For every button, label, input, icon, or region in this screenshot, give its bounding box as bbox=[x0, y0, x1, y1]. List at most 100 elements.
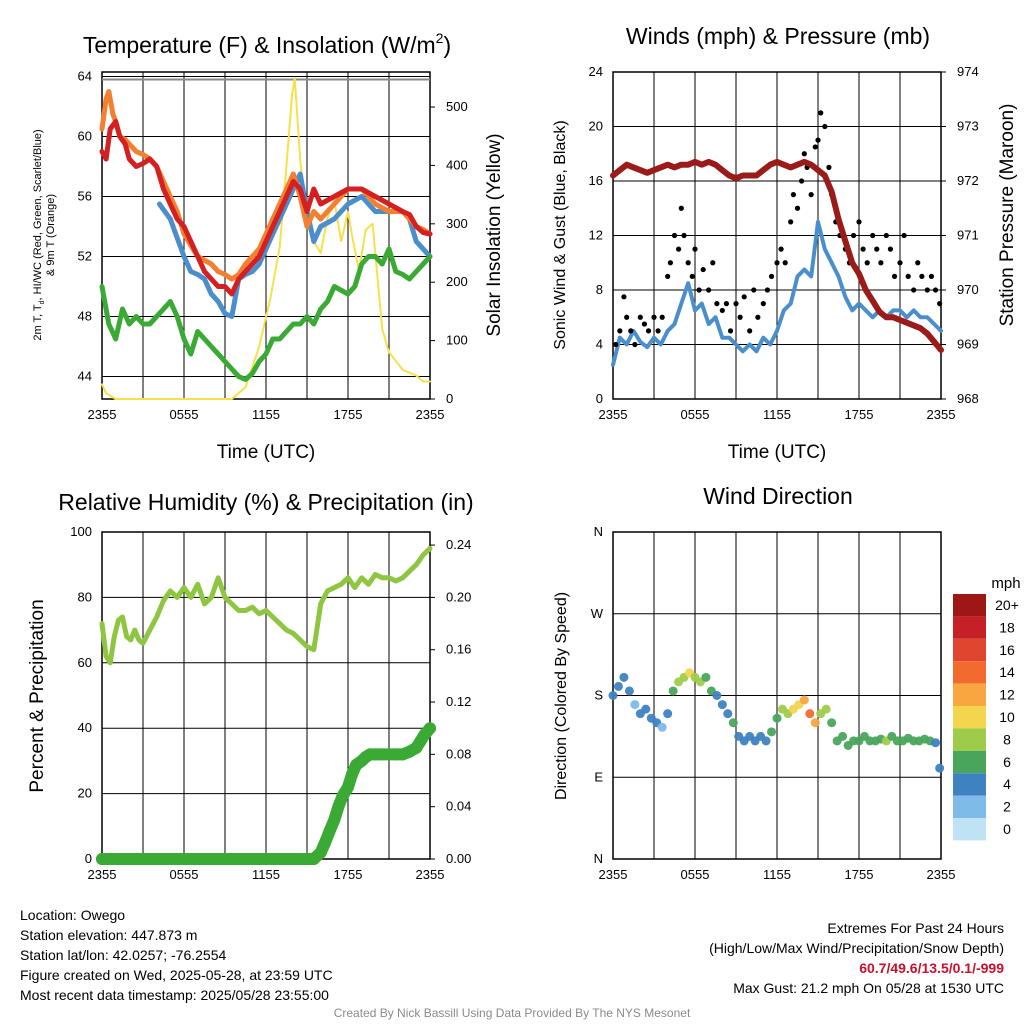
x-tick-label: 2355 bbox=[599, 867, 628, 882]
x-tick-label: 2355 bbox=[927, 407, 956, 422]
direction-point bbox=[619, 672, 629, 682]
gust-point bbox=[915, 260, 921, 266]
recent-timestamp: Most recent data timestamp: 2025/05/28 2… bbox=[20, 987, 329, 1003]
y2-tick-label: 400 bbox=[446, 157, 468, 172]
direction-ylabel: Direction (Colored By Speed) bbox=[553, 592, 570, 800]
extremes-title: Extremes For Past 24 Hours bbox=[827, 920, 1004, 936]
gust-point bbox=[818, 110, 824, 116]
direction-point bbox=[641, 704, 651, 714]
x-tick-label: 0555 bbox=[170, 407, 199, 422]
y2-tick-label: 0.00 bbox=[446, 851, 471, 866]
direction-point bbox=[712, 691, 722, 700]
gust-point bbox=[659, 314, 665, 320]
colorbar-swatch bbox=[953, 750, 986, 774]
y2-tick-label: 972 bbox=[957, 173, 979, 188]
gust-point bbox=[801, 151, 807, 157]
gust-point bbox=[799, 178, 805, 184]
x-tick-label: 1155 bbox=[252, 867, 280, 882]
direction-point bbox=[624, 686, 634, 696]
y-tick-label: W bbox=[591, 606, 604, 621]
temperature-panel: Temperature (F) & Insolation (W/m2) 2355… bbox=[32, 30, 505, 463]
direction-point bbox=[931, 738, 941, 748]
y2-tick-label: 0 bbox=[446, 391, 453, 406]
y-tick-label: 8 bbox=[596, 282, 603, 297]
direction-point bbox=[701, 672, 711, 682]
colorbar-swatch bbox=[953, 795, 986, 818]
y-tick-label: 20 bbox=[78, 786, 92, 801]
x-tick-label: 2355 bbox=[88, 867, 117, 882]
gust-point bbox=[645, 328, 652, 334]
y-tick-label: 60 bbox=[78, 129, 92, 144]
direction-point bbox=[717, 700, 727, 710]
gust-point bbox=[897, 260, 903, 266]
y2-tick-label: 500 bbox=[446, 99, 468, 114]
direction-point bbox=[799, 695, 809, 705]
gust-point bbox=[905, 273, 911, 279]
gust-point bbox=[887, 246, 894, 252]
temperature-xlabel: Time (UTC) bbox=[217, 442, 316, 463]
gust-point bbox=[932, 287, 939, 293]
y-tick-label: E bbox=[594, 769, 603, 784]
gust-point bbox=[924, 287, 930, 293]
colorbar-label: 14 bbox=[999, 664, 1015, 680]
extremes-info: Extremes For Past 24 Hours (High/Low/Max… bbox=[709, 918, 1004, 998]
x-tick-label: 0555 bbox=[170, 867, 199, 882]
winds-panel: Winds (mph) & Pressure (mb) 2355 0555 1155… bbox=[552, 23, 1018, 463]
precip-line bbox=[96, 722, 436, 865]
colorbar-swatch bbox=[953, 818, 986, 841]
direction-point bbox=[728, 718, 738, 728]
direction-point bbox=[827, 718, 837, 728]
direction-point bbox=[810, 718, 820, 728]
y-tick-label: 52 bbox=[78, 249, 92, 264]
colorbar-label: 0 bbox=[1003, 821, 1011, 837]
gust-point bbox=[651, 314, 657, 320]
direction-point bbox=[772, 713, 782, 723]
winds-ylabel: Sonic Wind & Gust (Blue, Black) bbox=[552, 120, 569, 349]
y2-tick-label: 973 bbox=[957, 119, 979, 134]
gust-point bbox=[755, 314, 761, 320]
direction-point bbox=[613, 681, 623, 691]
direction-point bbox=[805, 709, 815, 719]
colorbar-swatch bbox=[953, 683, 986, 706]
y-tick-label: 4 bbox=[596, 337, 603, 352]
gust-point bbox=[700, 266, 706, 273]
direction-point bbox=[821, 704, 831, 714]
colorbar-swatch bbox=[953, 773, 986, 796]
gust-point bbox=[788, 219, 794, 225]
direction-point bbox=[630, 700, 640, 710]
colorbar-swatch bbox=[953, 594, 986, 617]
y-tick-label: 16 bbox=[589, 173, 603, 188]
y-tick-label: 12 bbox=[589, 228, 603, 243]
credit-line: Created By Nick Bassill Using Data Provi… bbox=[333, 1006, 691, 1020]
gust-point bbox=[878, 260, 884, 266]
y-tick-label: 0 bbox=[85, 851, 92, 866]
x-tick-label: 1755 bbox=[334, 867, 363, 882]
gust-point bbox=[632, 341, 638, 348]
extremes-values: 60.7/49.6/13.5/0.1/-999 bbox=[859, 960, 1004, 976]
x-tick-label: 1755 bbox=[334, 407, 363, 422]
station-elevation: Station elevation: 447.873 m bbox=[20, 927, 198, 943]
gust-point bbox=[864, 260, 870, 266]
gust-point bbox=[778, 246, 784, 252]
temperature-title: Temperature (F) & Insolation (W/m2) bbox=[83, 30, 451, 58]
x-tick-label: 1155 bbox=[252, 407, 280, 422]
y-tick-label: N bbox=[594, 524, 603, 539]
x-tick-label: 1155 bbox=[763, 407, 791, 422]
gust-point bbox=[671, 232, 678, 239]
colorbar-swatch bbox=[953, 661, 986, 684]
x-tick-label: 2355 bbox=[416, 407, 445, 422]
direction-point bbox=[935, 763, 945, 773]
gust-point bbox=[681, 232, 687, 239]
gust-point bbox=[860, 246, 866, 252]
gust-point bbox=[676, 246, 682, 252]
y2-tick-label: 974 bbox=[957, 64, 979, 79]
gust-point bbox=[628, 328, 634, 334]
direction-point bbox=[838, 731, 848, 741]
winds-xlabel: Time (UTC) bbox=[728, 442, 827, 463]
temperature-ylabel: 2m T, Td, HI/WC (Red, Green, Scarlet/Blu… bbox=[32, 129, 46, 340]
gust-point bbox=[774, 260, 780, 266]
y-tick-label: 60 bbox=[78, 655, 92, 670]
gust-point bbox=[714, 301, 720, 307]
gust-point bbox=[719, 307, 725, 314]
y2-tick-label: 0.20 bbox=[446, 589, 471, 604]
